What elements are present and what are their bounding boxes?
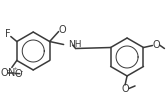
Text: ⁺: ⁺ bbox=[13, 68, 17, 74]
Text: ·: · bbox=[20, 66, 23, 79]
Text: F: F bbox=[5, 29, 11, 39]
Text: O: O bbox=[14, 69, 22, 79]
Text: N: N bbox=[8, 68, 15, 78]
Text: NH: NH bbox=[68, 40, 82, 49]
Text: O: O bbox=[58, 25, 66, 35]
Text: O: O bbox=[153, 40, 160, 50]
Text: O: O bbox=[121, 84, 129, 94]
Text: O: O bbox=[0, 68, 8, 78]
Text: ·: · bbox=[5, 65, 9, 78]
